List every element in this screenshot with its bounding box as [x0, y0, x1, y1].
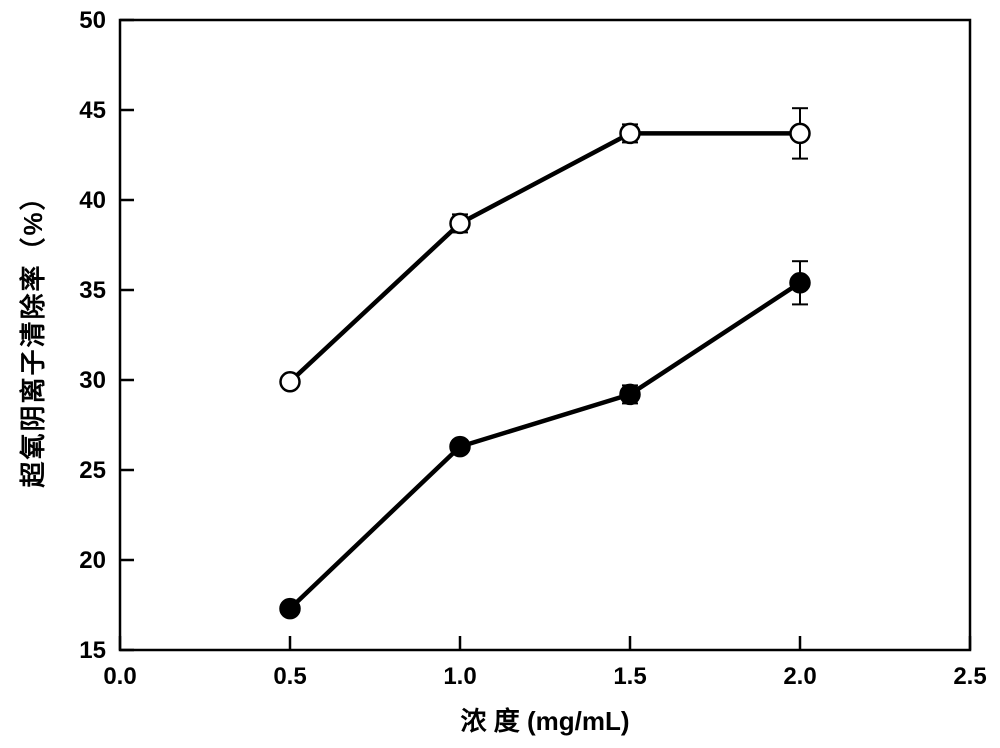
x-tick-label: 2.5 — [953, 663, 986, 690]
marker-filled-circle — [281, 599, 300, 618]
marker-open-circle — [791, 124, 810, 143]
y-axis-title: 超氧阴离子清除率（%） — [18, 182, 48, 487]
y-tick-label: 50 — [79, 7, 106, 34]
y-tick-label: 40 — [79, 187, 106, 214]
marker-open-circle — [451, 214, 470, 233]
x-tick-label: 1.5 — [613, 663, 646, 690]
x-axis-title: 浓 度 (mg/mL) — [461, 706, 630, 736]
marker-open-circle — [621, 124, 640, 143]
y-tick-label: 45 — [79, 97, 106, 124]
marker-filled-circle — [451, 437, 470, 456]
x-tick-label: 0.5 — [273, 663, 306, 690]
y-tick-label: 30 — [79, 367, 106, 394]
series-line-filled-circle — [290, 283, 800, 609]
x-tick-label: 1.0 — [443, 663, 476, 690]
y-tick-label: 25 — [79, 457, 106, 484]
marker-open-circle — [281, 372, 300, 391]
plot-frame — [120, 20, 970, 650]
marker-filled-circle — [621, 385, 640, 404]
series-line-open-circle — [290, 133, 800, 381]
y-tick-label: 15 — [79, 637, 106, 664]
chart-svg: 0.0 0.5 1.0 1.5 2.0 2.5 15 20 25 30 35 40 45 50 浓 度 (m… — [0, 0, 1000, 748]
chart-container: 0.0 0.5 1.0 1.5 2.0 2.5 15 20 25 30 35 40 45 50 浓 度 (m… — [0, 0, 1000, 748]
marker-filled-circle — [791, 273, 810, 292]
y-tick-label: 35 — [79, 277, 106, 304]
x-tick-label: 2.0 — [783, 663, 816, 690]
x-tick-label: 0.0 — [103, 663, 136, 690]
y-tick-label: 20 — [79, 547, 106, 574]
